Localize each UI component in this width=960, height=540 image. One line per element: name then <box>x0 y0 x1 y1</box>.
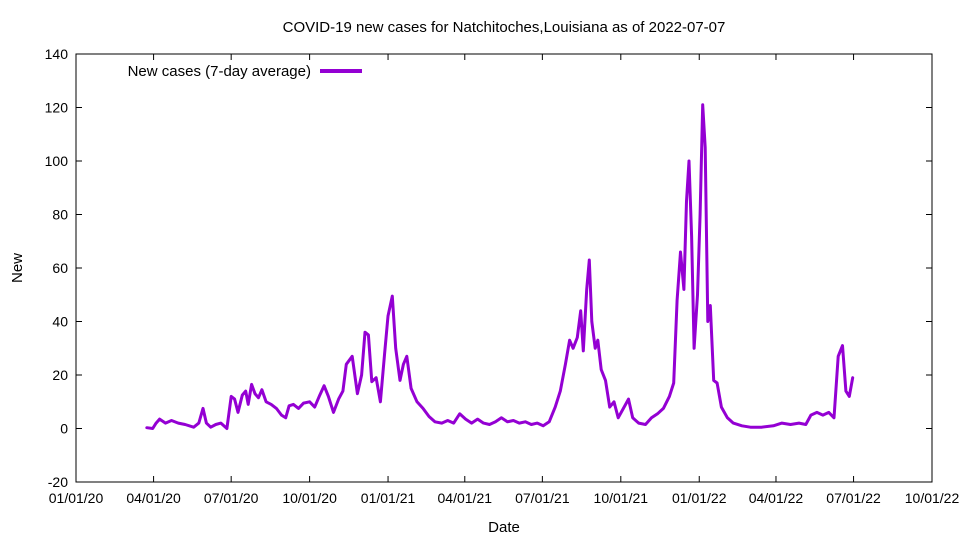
y-tick-label: 140 <box>45 46 69 62</box>
x-tick-label: 10/01/22 <box>905 490 960 506</box>
x-tick-label: 07/01/22 <box>826 490 881 506</box>
y-tick-label: 60 <box>52 260 68 276</box>
x-tick-label: 01/01/20 <box>49 490 104 506</box>
x-tick-label: 07/01/21 <box>515 490 570 506</box>
x-tick-label: 01/01/22 <box>672 490 727 506</box>
series-line <box>145 103 855 430</box>
y-axis-title: New <box>9 253 26 283</box>
x-tick-label: 07/01/20 <box>204 490 259 506</box>
x-tick-label: 04/01/22 <box>749 490 804 506</box>
x-tick-label: 04/01/20 <box>126 490 181 506</box>
x-tick-label: 01/01/21 <box>361 490 416 506</box>
series-layer <box>145 103 855 430</box>
legend-label: New cases (7-day average) <box>128 63 311 80</box>
x-axis: 01/01/20 04/01/20 07/01/20 10/01/20 01/01/21… <box>49 54 960 506</box>
y-tick-label: 80 <box>52 207 68 223</box>
x-axis-title: Date <box>488 519 520 536</box>
x-tick-label: 10/01/21 <box>594 490 649 506</box>
x-tick-label: 04/01/21 <box>438 490 493 506</box>
y-tick-label: 100 <box>45 153 69 169</box>
chart-title: COVID-19 new cases for Natchitoches,Loui… <box>283 19 726 36</box>
y-tick-label: -20 <box>48 474 68 490</box>
y-tick-label: 40 <box>52 314 68 330</box>
y-axis: -20 0 20 40 60 80 100 120 140 <box>45 46 932 490</box>
y-tick-label: 120 <box>45 100 69 116</box>
y-tick-label: 20 <box>52 367 68 383</box>
y-tick-label: 0 <box>60 421 68 437</box>
legend: New cases (7-day average) <box>128 63 362 80</box>
x-tick-label: 10/01/20 <box>282 490 337 506</box>
